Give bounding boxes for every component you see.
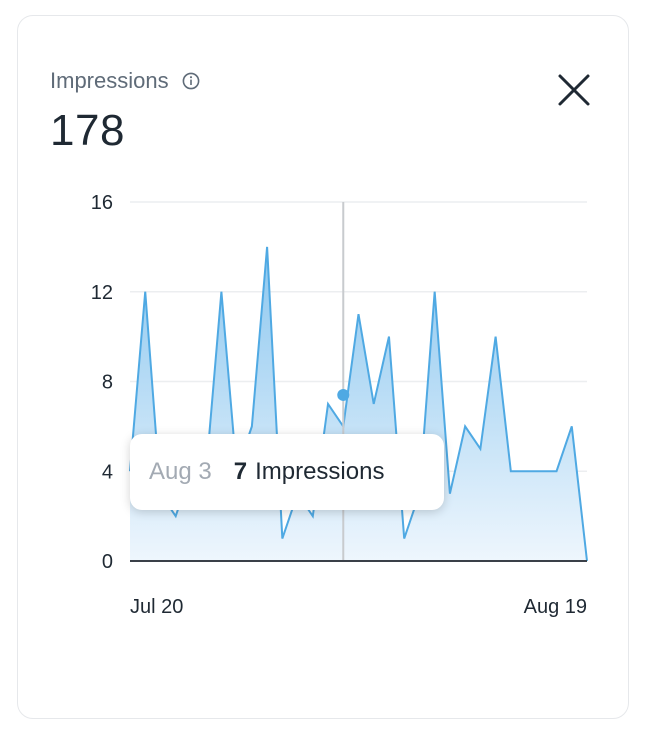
- impressions-total: 178: [50, 106, 125, 155]
- y-tick-label: 8: [102, 372, 113, 394]
- tooltip-count: 7: [233, 458, 248, 485]
- y-tick-label: 16: [91, 192, 113, 214]
- area-fill: [130, 246, 587, 561]
- close-icon[interactable]: [555, 71, 593, 109]
- card-header: Impressions: [50, 68, 200, 94]
- y-tick-label: 0: [102, 551, 113, 573]
- chart-tooltip: Aug 3 7 Impressions: [130, 434, 444, 510]
- x-tick-label: Aug 19: [524, 596, 587, 618]
- tooltip-unit: Impressions: [255, 458, 385, 485]
- y-tick-label: 4: [102, 461, 113, 483]
- y-tick-label: 12: [91, 282, 113, 304]
- highlight-point: [337, 388, 350, 401]
- tooltip-date: Aug 3: [149, 458, 212, 485]
- impressions-card: [17, 15, 629, 719]
- card-title: Impressions: [50, 68, 169, 93]
- info-icon[interactable]: [182, 72, 200, 90]
- x-tick-label: Jul 20: [130, 596, 183, 618]
